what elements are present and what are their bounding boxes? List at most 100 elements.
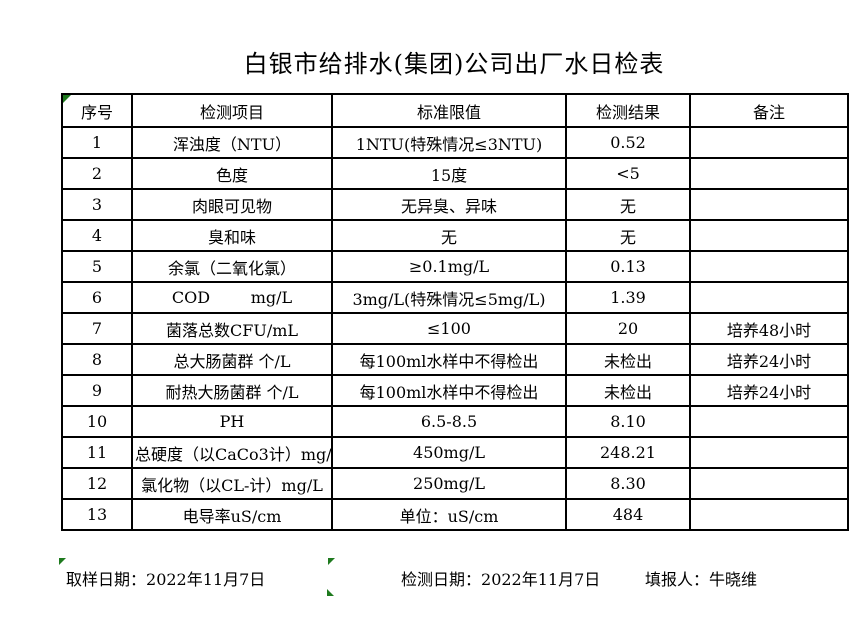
sample-date: 取样日期：2022年11月7日 [66, 566, 265, 590]
reporter-value: 牛晓维 [709, 570, 758, 589]
col-header-no: 序号 [61, 93, 133, 128]
cell-no: 8 [61, 343, 133, 376]
table-row: 5 余氯（二氧化氯） ≥0.1mg/L 0.13 [61, 250, 849, 283]
cell-item: 电导率uS/cm [131, 498, 333, 531]
cell-no: 9 [61, 374, 133, 407]
col-header-result: 检测结果 [565, 93, 691, 128]
cell-limit: 250mg/L [331, 467, 567, 500]
cell-item: COD mg/L [131, 281, 333, 314]
cell-remark: 培养48小时 [689, 312, 849, 345]
cell-item: 总大肠菌群 个/L [131, 343, 333, 376]
cell-limit: 15度 [331, 157, 567, 190]
cell-result: 20 [565, 312, 691, 345]
reporter: 填报人：牛晓维 [645, 566, 757, 590]
cell-result: 8.30 [565, 467, 691, 500]
table-row: 6 COD mg/L 3mg/L(特殊情况≤5mg/L) 1.39 [61, 281, 849, 314]
cell-result: 8.10 [565, 405, 691, 438]
cell-item: 耐热大肠菌群 个/L [131, 374, 333, 407]
table-row: 10 PH 6.5-8.5 8.10 [61, 405, 849, 438]
cell-no: 10 [61, 405, 133, 438]
cell-result: 无 [565, 188, 691, 221]
table-header-row: 序号 检测项目 标准限值 检测结果 备注 [61, 93, 849, 128]
col-header-item: 检测项目 [131, 93, 333, 128]
page-title: 白银市给排水(集团)公司出厂水日检表 [243, 50, 665, 78]
cell-remark [689, 250, 849, 283]
cell-item: 余氯（二氧化氯） [131, 250, 333, 283]
col-header-remark: 备注 [689, 93, 849, 128]
cell-remark: 培养24小时 [689, 374, 849, 407]
table-row: 12 氯化物（以CL-计）mg/L 250mg/L 8.30 [61, 467, 849, 500]
cell-limit: 450mg/L [331, 436, 567, 469]
cell-no: 3 [61, 188, 133, 221]
cell-item: 肉眼可见物 [131, 188, 333, 221]
cell-limit: 每100ml水样中不得检出 [331, 374, 567, 407]
table-row: 8 总大肠菌群 个/L 每100ml水样中不得检出 未检出 培养24小时 [61, 343, 849, 376]
test-date: 检测日期：2022年11月7日 [401, 566, 600, 590]
cell-remark [689, 281, 849, 314]
sample-date-value: 2022年11月7日 [146, 570, 266, 589]
cell-item: 氯化物（以CL-计）mg/L [131, 467, 333, 500]
cell-result: 未检出 [565, 374, 691, 407]
cell-item: 浑浊度（NTU） [131, 126, 333, 159]
cell-limit: ≥0.1mg/L [331, 250, 567, 283]
cell-limit: 1NTU(特殊情况≤3NTU) [331, 126, 567, 159]
green-triangle-icon [328, 558, 335, 565]
cell-remark [689, 436, 849, 469]
cell-result: 0.52 [565, 126, 691, 159]
cell-item: 臭和味 [131, 219, 333, 252]
table-row: 4 臭和味 无 无 [61, 219, 849, 252]
cell-remark: 培养24小时 [689, 343, 849, 376]
cell-limit: ≤100 [331, 312, 567, 345]
green-triangle-icon [59, 558, 66, 565]
cell-item: 菌落总数CFU/mL [131, 312, 333, 345]
cell-result: 484 [565, 498, 691, 531]
table-row: 11 总硬度（以CaCo3计）mg/L 450mg/L 248.21 [61, 436, 849, 469]
cell-limit: 无异臭、异味 [331, 188, 567, 221]
reporter-label: 填报人： [645, 570, 710, 589]
cell-remark [689, 219, 849, 252]
cell-limit: 每100ml水样中不得检出 [331, 343, 567, 376]
cell-result: 1.39 [565, 281, 691, 314]
cell-limit: 6.5-8.5 [331, 405, 567, 438]
cell-item: 总硬度（以CaCo3计）mg/L [131, 436, 333, 469]
col-header-limit: 标准限值 [331, 93, 567, 128]
cell-remark [689, 188, 849, 221]
green-triangle-icon [63, 95, 71, 103]
table-row: 3 肉眼可见物 无异臭、异味 无 [61, 188, 849, 221]
cell-no: 13 [61, 498, 133, 531]
cell-no: 6 [61, 281, 133, 314]
table-row: 1 浑浊度（NTU） 1NTU(特殊情况≤3NTU) 0.52 [61, 126, 849, 159]
cell-remark [689, 498, 849, 531]
cell-item: 色度 [131, 157, 333, 190]
cell-limit: 无 [331, 219, 567, 252]
test-date-label: 检测日期： [401, 570, 482, 589]
cell-remark [689, 467, 849, 500]
cell-no: 4 [61, 219, 133, 252]
cell-limit: 单位：uS/cm [331, 498, 567, 531]
cell-result: 未检出 [565, 343, 691, 376]
cell-no: 1 [61, 126, 133, 159]
table-row: 13 电导率uS/cm 单位：uS/cm 484 [61, 498, 849, 531]
cell-no: 2 [61, 157, 133, 190]
cell-result: <5 [565, 157, 691, 190]
cell-remark [689, 126, 849, 159]
cell-remark [689, 405, 849, 438]
cell-no: 11 [61, 436, 133, 469]
test-date-value: 2022年11月7日 [481, 570, 601, 589]
sample-date-label: 取样日期： [66, 570, 147, 589]
table-row: 7 菌落总数CFU/mL ≤100 20 培养48小时 [61, 312, 849, 345]
cell-remark [689, 157, 849, 190]
cell-no: 7 [61, 312, 133, 345]
cell-result: 0.13 [565, 250, 691, 283]
green-triangle-icon [327, 589, 334, 596]
cell-no: 5 [61, 250, 133, 283]
cell-result: 248.21 [565, 436, 691, 469]
cell-item: PH [131, 405, 333, 438]
inspection-table: 序号 检测项目 标准限值 检测结果 备注 1 浑浊度（NTU） 1NTU(特殊情… [61, 93, 849, 531]
cell-limit: 3mg/L(特殊情况≤5mg/L) [331, 281, 567, 314]
table-row: 2 色度 15度 <5 [61, 157, 849, 190]
cell-no: 12 [61, 467, 133, 500]
table-row: 9 耐热大肠菌群 个/L 每100ml水样中不得检出 未检出 培养24小时 [61, 374, 849, 407]
cell-result: 无 [565, 219, 691, 252]
